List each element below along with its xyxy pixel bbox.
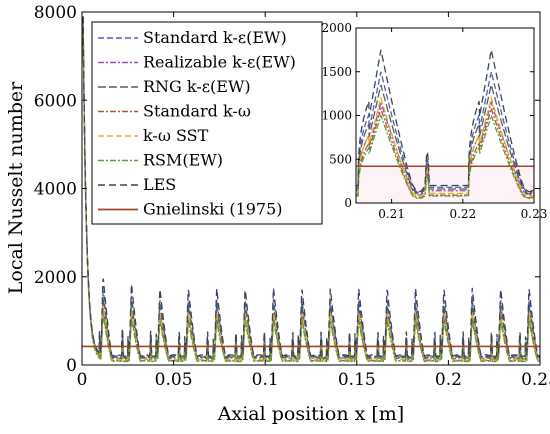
inset-series-line-k-sst (356, 95, 534, 198)
main-plot-series (82, 16, 540, 363)
legend-label-gnielinski-1975: Gnielinski (1975) (143, 200, 283, 219)
inset-series-line-standard-k (356, 106, 534, 199)
inset-y-ticks: 0 500 1000 1500 2000 (321, 21, 534, 210)
legend-label-standard-k-ew: Standard k-ε(EW) (143, 28, 287, 47)
x-tick-label: 0.05 (155, 370, 193, 390)
inset-y-tick-label: 2000 (321, 21, 352, 35)
x-axis-label: Axial position x [m] (217, 403, 404, 425)
inset-x-tick-label: 0.23 (521, 207, 548, 221)
inset-x-tick-label: 0.22 (449, 207, 476, 221)
x-tick-label: 0.15 (338, 370, 376, 390)
inset-plot-series (356, 49, 534, 203)
legend-label-les: LES (143, 175, 176, 194)
legend-label-k-sst: k-ω SST (143, 126, 209, 145)
inset-series-line-les (356, 49, 534, 193)
inset-y-tick-label: 1500 (321, 65, 352, 79)
legend-box (91, 21, 323, 225)
y-tick-label: 2000 (34, 268, 77, 288)
legend-label-rsm-ew: RSM(EW) (143, 151, 223, 170)
x-tick-label: 0.25 (521, 370, 550, 390)
y-tick-label: 6000 (34, 91, 77, 111)
inset-x-tick-label: 0.21 (378, 207, 405, 221)
x-tick-label: 0.1 (252, 370, 279, 390)
main-x-ticks: 0 0.05 0.1 0.15 0.2 0.25 (77, 12, 550, 390)
inset-x-ticks: 0.21 0.22 0.23 (378, 28, 547, 221)
series-line-les (82, 16, 540, 358)
legend-label-realizable-k-ew: Realizable k-ε(EW) (143, 53, 296, 72)
main-y-ticks: 0 2000 4000 6000 8000 (34, 3, 540, 376)
series-line-standard-k-ew (82, 17, 540, 358)
y-tick-label: 0 (66, 356, 77, 376)
y-axis-label: Local Nusselt number (5, 81, 27, 294)
series-line-rsm-ew (82, 21, 540, 363)
y-tick-label: 8000 (34, 3, 77, 23)
inset-shaded-band (356, 166, 534, 203)
inset-y-tick-label: 500 (329, 152, 352, 166)
x-tick-label: 0.2 (435, 370, 462, 390)
inset-y-tick-label: 1000 (321, 109, 352, 123)
inset-y-tick-label: 0 (344, 196, 352, 210)
x-tick-label: 0 (77, 370, 88, 390)
y-tick-label: 4000 (34, 180, 77, 200)
legend: Standard k-ε(EW) Realizable k-ε(EW) RNG k-… (91, 21, 323, 225)
inset-series-line-rsm-ew (356, 113, 534, 200)
legend-label-rng-k-ew: RNG k-ε(EW) (143, 77, 251, 96)
legend-label-standard-k: Standard k-ω (143, 102, 251, 121)
inset-chart: 0.21 0.22 0.23 0 500 1000 1500 2000 (321, 21, 547, 221)
inset-series-line-rng-k-ew (356, 84, 534, 195)
